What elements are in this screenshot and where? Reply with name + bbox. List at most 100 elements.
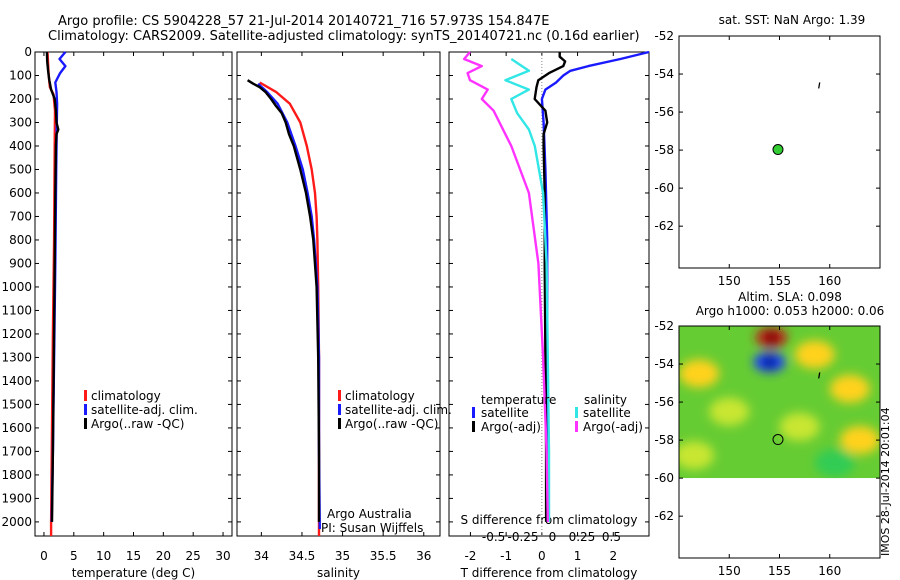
y-tick-label: -54 <box>654 67 674 81</box>
legend-swatch <box>338 390 341 401</box>
x-tick-label: 150 <box>718 274 741 288</box>
depth-tick-label: 900 <box>9 256 32 270</box>
x-tick-label: 160 <box>818 564 841 578</box>
sla-core <box>763 354 776 371</box>
series-temperature-satellite <box>540 50 650 522</box>
x-tick-label: 5 <box>70 549 78 563</box>
sla-blob <box>814 448 855 477</box>
sla-blob <box>794 340 835 369</box>
annotation-line: PI: Susan Wijffels <box>321 521 423 535</box>
sst_map-panel: 150 155 160 -52 -54 -56 -58 -60 -62 <box>654 29 881 288</box>
legend-swatch <box>84 418 87 429</box>
depth-tick-label: 800 <box>9 233 32 247</box>
depth-tick-label: 2000 <box>1 515 32 529</box>
salinity-frame <box>236 51 441 537</box>
y-tick-label: -60 <box>654 181 674 195</box>
x-tick-label: -1 <box>500 549 512 563</box>
depth-tick-label: 600 <box>9 186 32 200</box>
sla-blob <box>679 441 715 470</box>
y-tick-label: -56 <box>654 395 674 409</box>
y-tick-label: -62 <box>654 219 674 233</box>
x-tick-label: 34.5 <box>289 549 316 563</box>
y-tick-label: -62 <box>654 509 674 523</box>
sla-blob <box>779 412 820 441</box>
legend-swatch <box>338 404 341 415</box>
sla-core <box>765 329 778 346</box>
x-tick-label: 155 <box>768 274 791 288</box>
legend-label: Argo(..raw -QC) <box>91 417 184 431</box>
sla-heatmap <box>679 326 880 479</box>
y-tick-label: -52 <box>654 29 674 43</box>
legend-title: temperature <box>481 393 556 407</box>
s-tick-label: -0.5 <box>482 530 505 544</box>
salinity-xlabel: salinity <box>317 566 360 580</box>
legend-label: satellite <box>583 406 631 420</box>
depth-tick-label: 100 <box>9 68 32 82</box>
difference-panel: -2 -1 0 1 2 T difference from climatology -0.5… <box>448 50 650 580</box>
x-tick-label: -2 <box>464 549 476 563</box>
x-tick-label: 10 <box>96 549 111 563</box>
depth-tick-label: 1400 <box>1 374 32 388</box>
imos-timestamp: IMOS 28-Jul-2014 20:01:04 <box>879 407 892 556</box>
x-tick-label: 160 <box>818 274 841 288</box>
legend-label: satellite-adj. clim. <box>345 403 452 417</box>
x-tick-label: 25 <box>186 549 201 563</box>
legend-label: satellite <box>481 406 529 420</box>
x-tick-label: 30 <box>215 549 230 563</box>
difference-frame <box>448 51 650 537</box>
temperature-xlabel: temperature (deg C) <box>72 566 195 580</box>
sla_map-panel: 150 155 160 -52 -54 -56 -58 -60 -62 <box>654 319 881 578</box>
annotation-line: Argo Australia <box>327 507 412 521</box>
depth-tick-label: 1600 <box>1 421 32 435</box>
depth-tick-label: 400 <box>9 139 32 153</box>
series-satellite-adj-clim- <box>257 82 321 530</box>
x-tick-label: 150 <box>718 564 741 578</box>
x-tick-label: 155 <box>768 564 791 578</box>
map-mark <box>818 82 821 89</box>
series-argo-raw-qc- <box>45 51 60 522</box>
sla-blob <box>679 359 720 388</box>
s-tick-label: -0.25 <box>508 530 539 544</box>
s-tick-label: 0.5 <box>602 530 621 544</box>
legend-label: climatology <box>345 389 415 403</box>
legend-swatch <box>575 407 578 418</box>
legend-title: salinity <box>584 393 627 407</box>
depth-tick-label: 200 <box>9 92 32 106</box>
depth-tick-label: 1200 <box>1 327 32 341</box>
series-salinity-argo-adj- <box>462 51 549 522</box>
x-tick-label: 36 <box>416 549 431 563</box>
y-tick-label: -58 <box>654 433 674 447</box>
y-tick-label: -52 <box>654 319 674 333</box>
legend-swatch <box>84 404 87 415</box>
sla-map-title: Altim. SLA: 0.098 <box>738 290 842 304</box>
map-mark <box>818 372 821 379</box>
plot-title-line2: Climatology: CARS2009. Satellite-adjuste… <box>48 29 640 44</box>
s-tick-label: 0.25 <box>569 530 596 544</box>
x-tick-label: 20 <box>156 549 171 563</box>
depth-tick-label: 500 <box>9 162 32 176</box>
x-tick-label: 35.5 <box>370 549 397 563</box>
series-temperature-argo-adj- <box>533 52 567 522</box>
y-tick-label: -54 <box>654 357 674 371</box>
sst-map-title: sat. SST: NaN Argo: 1.39 <box>719 13 866 27</box>
depth-tick-label: 0 <box>24 45 32 59</box>
legend-swatch <box>472 407 475 418</box>
plot-title-line1: Argo profile: CS 5904228_57 21-Jul-2014 … <box>58 14 550 29</box>
temperature-panel: 0100200300400500600700800900100011001200… <box>1 45 233 580</box>
depth-tick-label: 1000 <box>1 280 32 294</box>
depth-tick-label: 700 <box>9 209 32 223</box>
x-tick-label: 35 <box>335 549 350 563</box>
depth-tick-label: 1500 <box>1 397 32 411</box>
x-tick-label: 0 <box>538 549 546 563</box>
series-argo-raw-qc- <box>246 79 321 522</box>
series-climatology <box>259 81 321 536</box>
y-tick-label: -56 <box>654 105 674 119</box>
x-tick-label: 0 <box>40 549 48 563</box>
legend-label: satellite-adj. clim. <box>91 403 198 417</box>
legend-swatch <box>338 418 341 429</box>
depth-tick-label: 1100 <box>1 303 32 317</box>
difference-xlabel: T difference from climatology <box>460 566 638 580</box>
depth-tick-label: 1800 <box>1 468 32 482</box>
salinity-panel: 34 34.5 35 35.5 36 salinity climatologysatelli… <box>236 51 452 580</box>
